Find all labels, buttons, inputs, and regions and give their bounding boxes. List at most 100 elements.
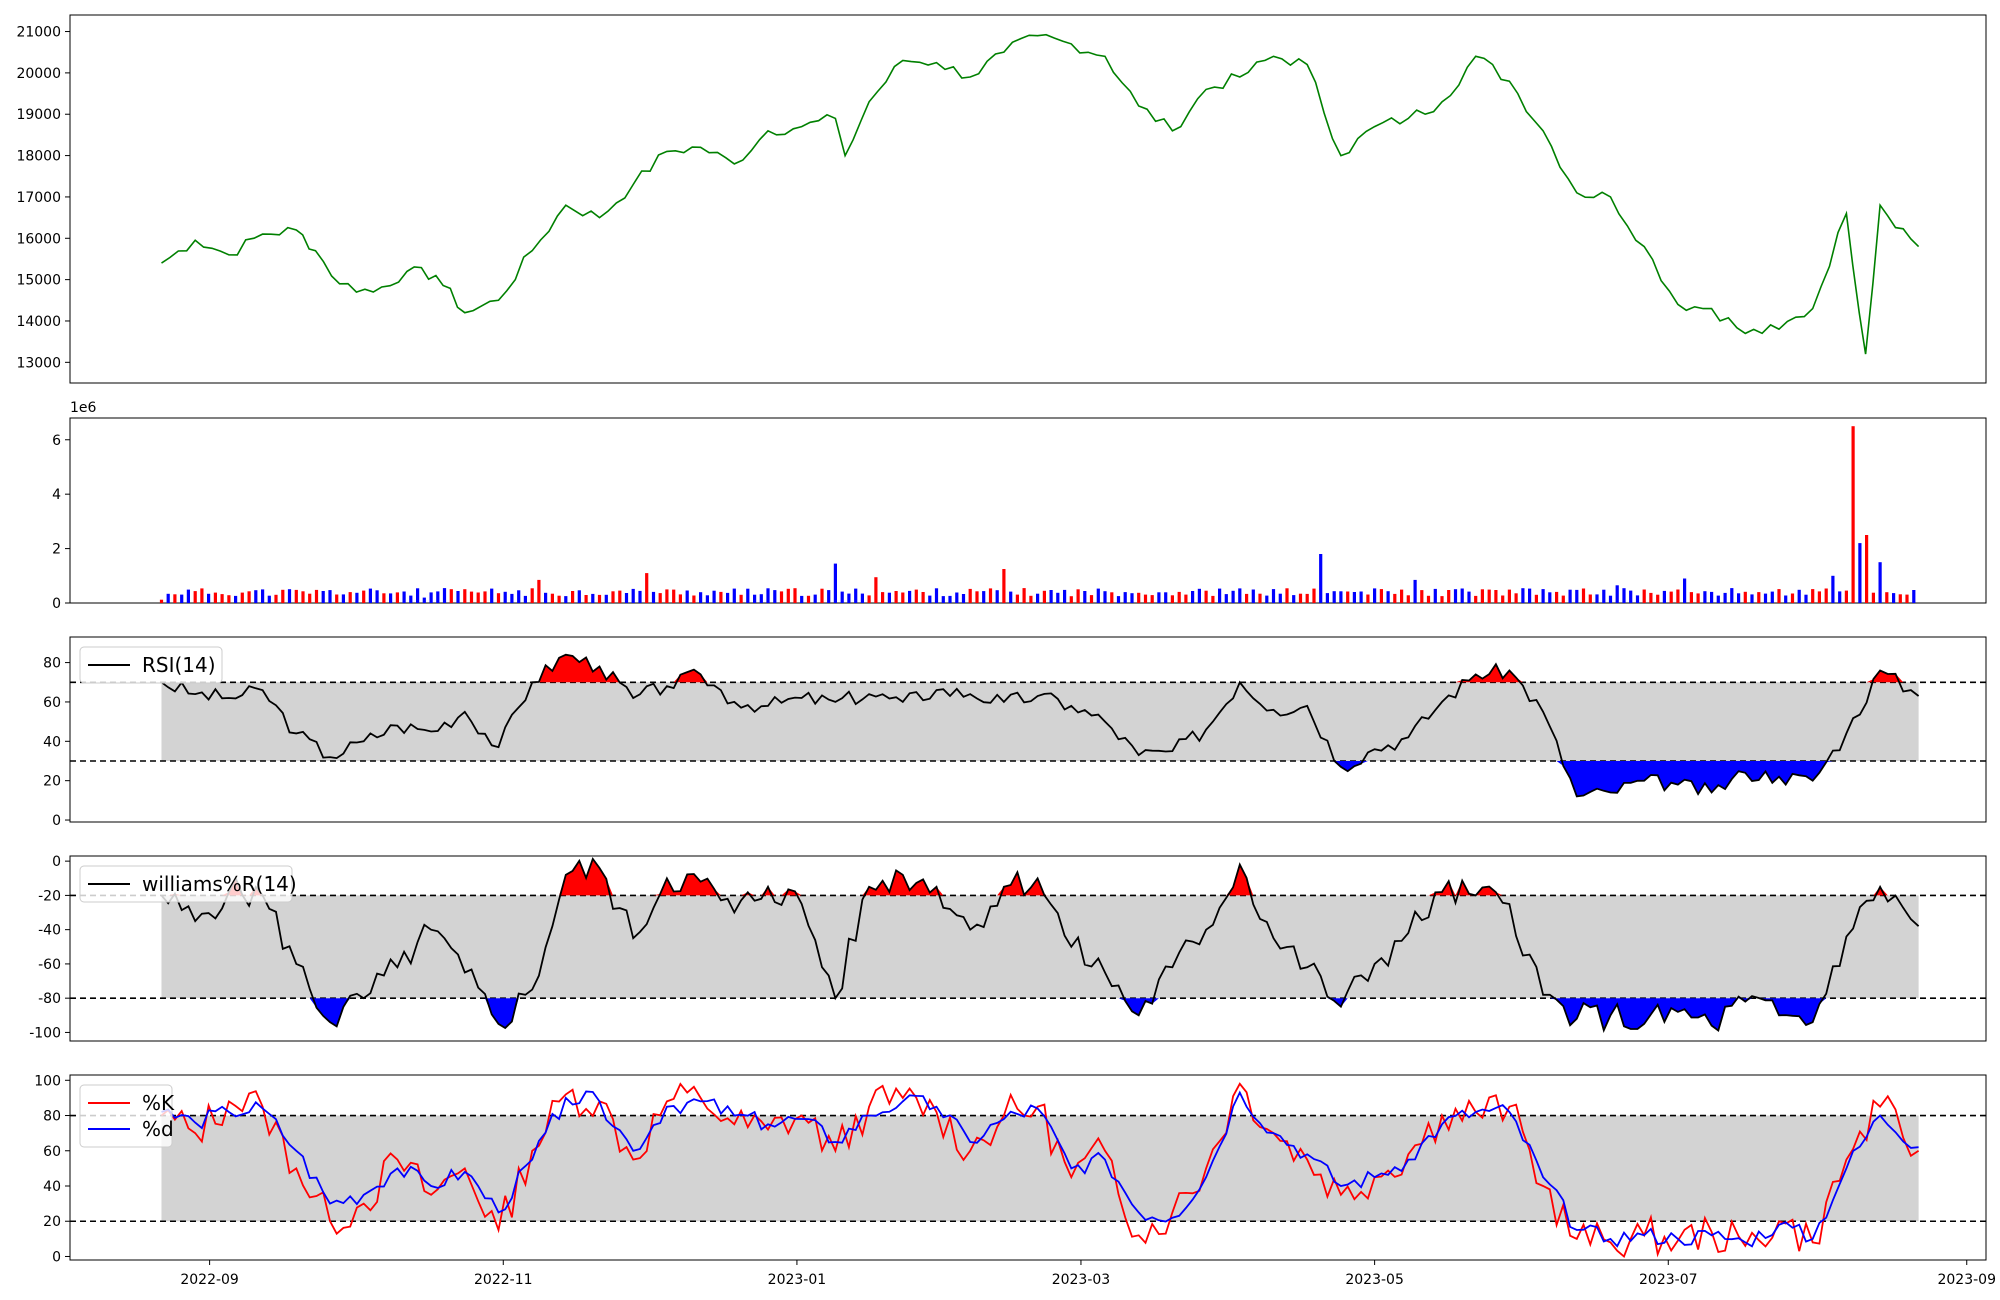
volume-bar bbox=[1575, 589, 1579, 603]
volume-bar bbox=[1218, 588, 1222, 603]
volume-bar bbox=[820, 588, 824, 603]
volume-bar bbox=[766, 588, 770, 603]
volume-bar bbox=[1164, 592, 1168, 603]
volume-bar bbox=[1366, 594, 1370, 603]
volume-bar bbox=[1770, 591, 1774, 603]
rsi-ytick-label: 40 bbox=[43, 734, 61, 750]
volume-bar bbox=[692, 595, 696, 603]
volume-bar bbox=[1426, 595, 1431, 603]
price-ytick-label: 13000 bbox=[16, 355, 61, 371]
rsi-line bbox=[160, 653, 1920, 798]
volume-bar bbox=[577, 590, 581, 603]
volume-bar bbox=[1319, 554, 1323, 603]
volume-bar bbox=[1838, 591, 1842, 603]
stochastic-ytick-label: 20 bbox=[43, 1214, 61, 1230]
volume-bar bbox=[537, 579, 541, 603]
volume-bar bbox=[1063, 589, 1067, 603]
volume-bar bbox=[220, 594, 224, 603]
volume-bar bbox=[1123, 592, 1127, 603]
volume-bar bbox=[1858, 543, 1862, 603]
williams-ytick-label: -100 bbox=[29, 1025, 61, 1041]
price-ytick-label: 14000 bbox=[16, 314, 61, 330]
stochastic-ytick-label: 40 bbox=[43, 1179, 61, 1195]
volume-bar bbox=[227, 595, 231, 603]
volume-bar bbox=[1238, 588, 1242, 603]
volume-bar bbox=[1561, 595, 1565, 603]
price-ytick-label: 21000 bbox=[16, 25, 61, 41]
volume-bar bbox=[1514, 593, 1518, 603]
volume-bar bbox=[395, 592, 399, 603]
volume-bar bbox=[1501, 595, 1505, 603]
stochastic-axes-frame bbox=[69, 1074, 1987, 1261]
volume-bar bbox=[1467, 591, 1471, 603]
volume-bar bbox=[1494, 590, 1498, 603]
volume-bar bbox=[1568, 589, 1572, 603]
volume-bar bbox=[166, 593, 170, 603]
volume-bar bbox=[1312, 588, 1316, 603]
volume-bar bbox=[1487, 589, 1491, 603]
volume-bar bbox=[1878, 562, 1882, 603]
volume-bar bbox=[254, 590, 258, 603]
volume-bar bbox=[1231, 590, 1235, 603]
volume-bar bbox=[1460, 588, 1464, 603]
volume-bar bbox=[1029, 595, 1033, 603]
volume-bar bbox=[645, 573, 649, 603]
volume-bar bbox=[1824, 588, 1828, 603]
volume-bar bbox=[726, 592, 730, 603]
volume-bar bbox=[1292, 595, 1296, 603]
williams-legend-label: williams%R(14) bbox=[142, 872, 297, 896]
volume-bar bbox=[496, 593, 501, 603]
volume-bar bbox=[1865, 535, 1869, 603]
williams-legend-box bbox=[79, 865, 293, 903]
rsi-ytick-label: 80 bbox=[43, 656, 61, 672]
volume-bar bbox=[1851, 426, 1855, 603]
volume-ytick-label: 0 bbox=[52, 596, 61, 612]
volume-bar bbox=[456, 591, 460, 603]
volume-bar bbox=[874, 577, 878, 603]
volume-bar bbox=[1130, 593, 1134, 603]
volume-bar bbox=[442, 588, 447, 603]
volume-bar bbox=[200, 588, 204, 603]
volume-bar bbox=[469, 591, 474, 603]
volume-bar bbox=[746, 588, 750, 603]
volume-bar bbox=[375, 590, 379, 603]
volume-bar bbox=[1245, 593, 1249, 603]
x-tick-label: 2023-09 bbox=[1937, 1272, 1996, 1288]
x-tick-label: 2023-05 bbox=[1345, 1272, 1404, 1288]
x-tick-label: 2023-01 bbox=[768, 1272, 827, 1288]
volume-bar bbox=[1804, 594, 1808, 603]
volume-bar bbox=[1602, 589, 1606, 603]
volume-bar bbox=[867, 595, 871, 603]
volume-bar bbox=[1642, 589, 1646, 603]
volume-bar bbox=[806, 595, 811, 603]
price-axes-frame bbox=[69, 14, 1987, 384]
stochastic-ytick-label: 80 bbox=[43, 1109, 61, 1125]
volume-bar bbox=[1892, 593, 1896, 603]
price-ytick-label: 18000 bbox=[16, 149, 61, 165]
stochastic-ytick-label: 0 bbox=[52, 1249, 61, 1265]
volume-bar bbox=[1103, 591, 1107, 603]
volume-bar bbox=[308, 593, 312, 603]
volume-bar bbox=[638, 590, 642, 603]
volume-bar bbox=[975, 591, 979, 603]
volume-bar bbox=[732, 588, 736, 603]
x-tick-label: 2022-11 bbox=[474, 1272, 533, 1288]
volume-bar bbox=[1251, 589, 1255, 603]
volume-bar bbox=[1346, 591, 1350, 603]
volume-bar bbox=[1629, 590, 1633, 603]
williams-oversold-fill bbox=[161, 998, 1919, 1031]
volume-bar bbox=[1076, 589, 1080, 603]
volume-bar bbox=[490, 588, 494, 603]
volume-bar bbox=[672, 589, 676, 603]
stochastic-ytick-label: 60 bbox=[43, 1144, 61, 1160]
volume-bar bbox=[341, 594, 345, 603]
volume-bar bbox=[1817, 591, 1821, 603]
volume-bar bbox=[759, 594, 763, 603]
volume-bar bbox=[597, 594, 602, 603]
volume-bar bbox=[908, 590, 912, 603]
volume-bar bbox=[611, 591, 615, 603]
volume-bar bbox=[193, 591, 197, 603]
volume-bar bbox=[1177, 591, 1181, 603]
williams-neutral-band bbox=[161, 895, 1919, 999]
volume-bar bbox=[1211, 595, 1215, 603]
